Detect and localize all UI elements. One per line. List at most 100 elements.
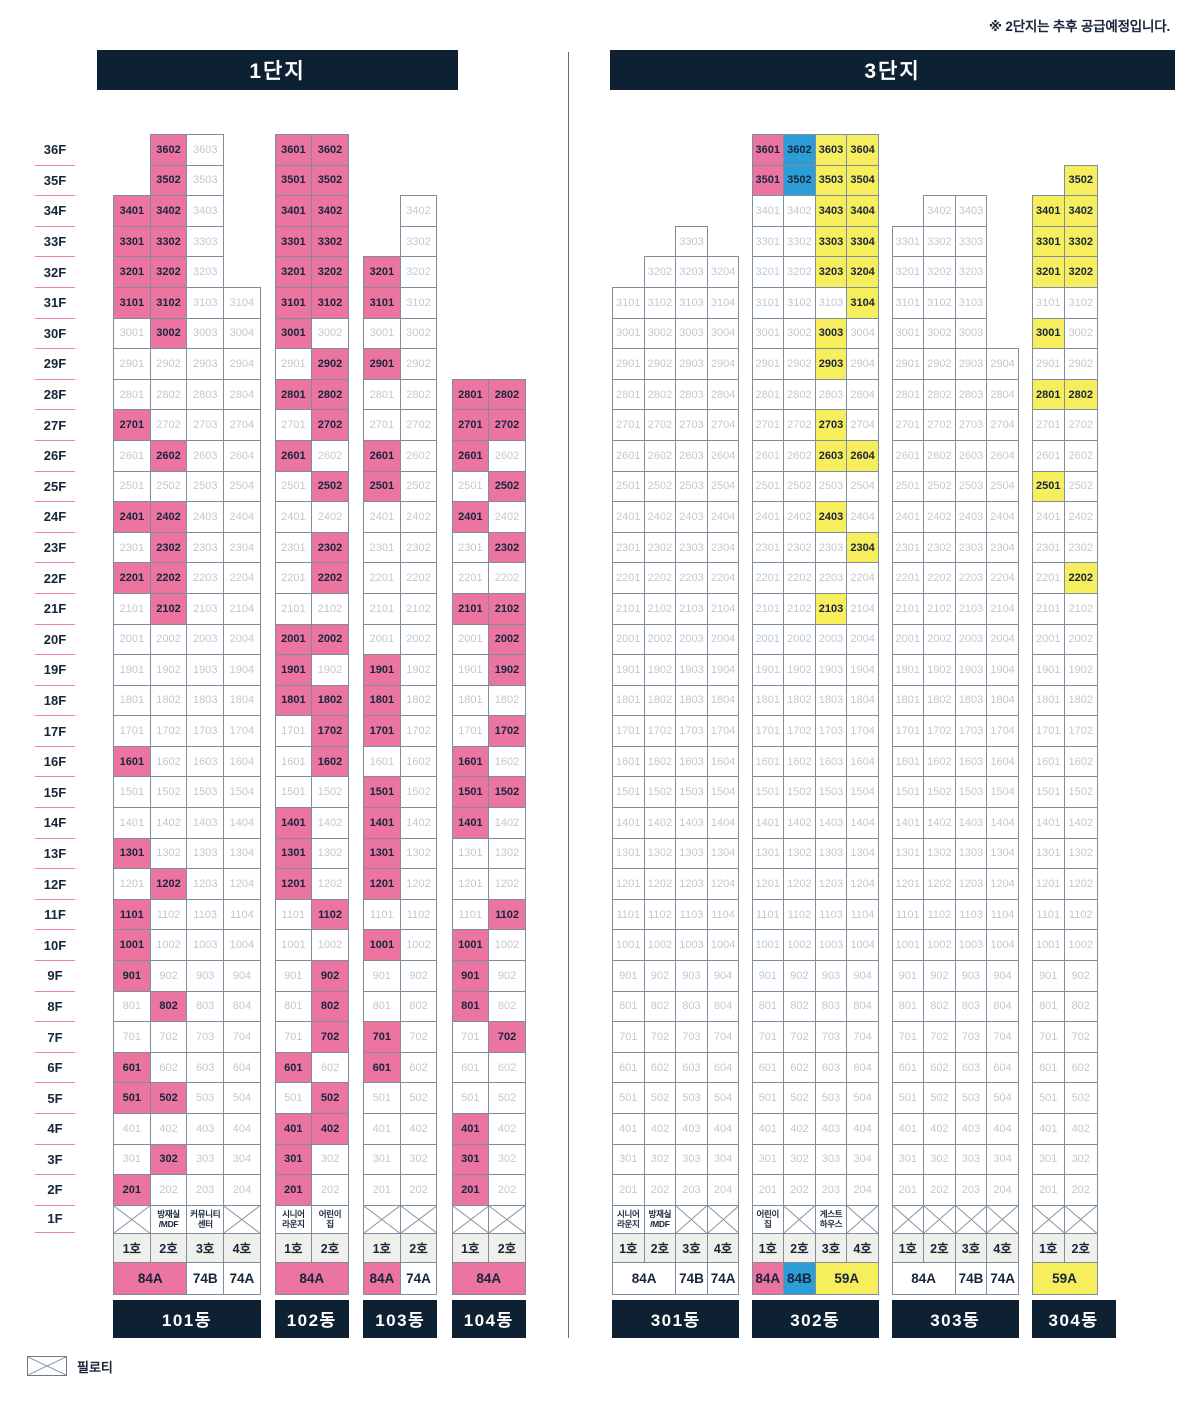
unit-cell[interactable]: 2602: [149, 439, 188, 472]
unit-cell[interactable]: 402: [311, 1113, 349, 1145]
unit-cell[interactable]: 3001: [1031, 317, 1065, 350]
unit-cell[interactable]: 1501: [451, 776, 490, 809]
unit-cell[interactable]: 1701: [363, 715, 401, 747]
unit-cell[interactable]: 3003: [814, 317, 848, 350]
unit-cell[interactable]: 2401: [113, 501, 151, 533]
unit-cell[interactable]: 3204: [846, 256, 879, 288]
unit-cell[interactable]: 1602: [311, 745, 349, 778]
unit-cell[interactable]: 3101: [363, 286, 401, 319]
unit-cell[interactable]: 1801: [363, 684, 401, 717]
unit-cell[interactable]: 2903: [814, 348, 848, 380]
unit-cell[interactable]: 502: [149, 1082, 188, 1114]
unit-cell[interactable]: 3601: [751, 134, 785, 166]
unit-cell[interactable]: 2801: [274, 378, 313, 411]
unit-cell[interactable]: 3104: [846, 286, 879, 319]
unit-cell[interactable]: 2302: [488, 531, 526, 564]
unit-cell[interactable]: 2802: [488, 378, 526, 411]
unit-cell[interactable]: 2501: [363, 470, 401, 503]
unit-cell[interactable]: 2801: [451, 378, 490, 411]
unit-cell[interactable]: 3402: [1064, 195, 1098, 227]
unit-cell[interactable]: 1301: [363, 837, 401, 870]
unit-cell[interactable]: 2801: [1031, 378, 1065, 411]
unit-cell[interactable]: 1802: [311, 684, 349, 717]
unit-cell[interactable]: 1801: [274, 684, 313, 717]
unit-cell[interactable]: 3202: [1064, 256, 1098, 288]
unit-cell[interactable]: 1901: [274, 654, 313, 686]
unit-cell[interactable]: 2401: [451, 501, 490, 533]
unit-cell[interactable]: 801: [451, 990, 490, 1023]
unit-cell[interactable]: 3101: [113, 286, 151, 319]
unit-cell[interactable]: 3301: [113, 225, 151, 258]
unit-cell[interactable]: 3102: [149, 286, 188, 319]
unit-cell[interactable]: 2902: [311, 348, 349, 380]
unit-cell[interactable]: 1902: [488, 654, 526, 686]
unit-cell[interactable]: 3501: [751, 164, 785, 197]
unit-cell[interactable]: 2502: [488, 470, 526, 503]
unit-cell[interactable]: 902: [311, 960, 349, 992]
unit-cell[interactable]: 2802: [311, 378, 349, 411]
unit-cell[interactable]: 2001: [274, 623, 313, 656]
unit-cell[interactable]: 802: [149, 990, 188, 1023]
unit-cell[interactable]: 901: [451, 960, 490, 992]
unit-cell[interactable]: 1601: [113, 745, 151, 778]
unit-cell[interactable]: 1901: [363, 654, 401, 686]
unit-cell[interactable]: 3201: [274, 256, 313, 288]
unit-cell[interactable]: 901: [113, 960, 151, 992]
unit-cell[interactable]: 2201: [113, 562, 151, 594]
unit-cell[interactable]: 702: [311, 1021, 349, 1053]
unit-cell[interactable]: 1201: [363, 868, 401, 900]
unit-cell[interactable]: 3502: [783, 164, 816, 197]
unit-cell[interactable]: 2304: [846, 531, 879, 564]
unit-cell[interactable]: 3603: [814, 134, 848, 166]
unit-cell[interactable]: 201: [113, 1174, 151, 1206]
unit-cell[interactable]: 3303: [814, 225, 848, 258]
unit-cell[interactable]: 1001: [113, 929, 151, 962]
unit-cell[interactable]: 3404: [846, 195, 879, 227]
unit-cell[interactable]: 3502: [1064, 164, 1098, 197]
unit-cell[interactable]: 2901: [363, 348, 401, 380]
unit-cell[interactable]: 1601: [451, 745, 490, 778]
unit-cell[interactable]: 1001: [451, 929, 490, 962]
unit-cell[interactable]: 3602: [311, 134, 349, 166]
unit-cell[interactable]: 2403: [814, 501, 848, 533]
unit-cell[interactable]: 3301: [1031, 225, 1065, 258]
unit-cell[interactable]: 3402: [311, 195, 349, 227]
unit-cell[interactable]: 2202: [1064, 562, 1098, 594]
unit-cell[interactable]: 3401: [274, 195, 313, 227]
unit-cell[interactable]: 2002: [311, 623, 349, 656]
unit-cell[interactable]: 2702: [311, 409, 349, 441]
unit-cell[interactable]: 1301: [274, 837, 313, 870]
unit-cell[interactable]: 2702: [488, 409, 526, 441]
unit-cell[interactable]: 3101: [274, 286, 313, 319]
unit-cell[interactable]: 3401: [1031, 195, 1065, 227]
unit-cell[interactable]: 1102: [311, 898, 349, 931]
unit-cell[interactable]: 401: [451, 1113, 490, 1145]
unit-cell[interactable]: 2103: [814, 592, 848, 625]
unit-cell[interactable]: 3201: [363, 256, 401, 288]
unit-cell[interactable]: 3602: [149, 134, 188, 166]
unit-cell[interactable]: 1001: [363, 929, 401, 962]
unit-cell[interactable]: 2701: [113, 409, 151, 441]
unit-cell[interactable]: 3301: [274, 225, 313, 258]
unit-cell[interactable]: 2202: [149, 562, 188, 594]
unit-cell[interactable]: 2202: [311, 562, 349, 594]
unit-cell[interactable]: 3403: [814, 195, 848, 227]
unit-cell[interactable]: 2101: [451, 592, 490, 625]
unit-cell[interactable]: 301: [274, 1143, 313, 1176]
unit-cell[interactable]: 2601: [363, 439, 401, 472]
unit-cell[interactable]: 1201: [274, 868, 313, 900]
unit-cell[interactable]: 1202: [149, 868, 188, 900]
unit-cell[interactable]: 3604: [846, 134, 879, 166]
unit-cell[interactable]: 1702: [488, 715, 526, 747]
unit-cell[interactable]: 601: [113, 1051, 151, 1084]
unit-cell[interactable]: 3203: [814, 256, 848, 288]
unit-cell[interactable]: 1401: [274, 807, 313, 839]
unit-cell[interactable]: 3502: [149, 164, 188, 197]
unit-cell[interactable]: 1502: [488, 776, 526, 809]
unit-cell[interactable]: 2302: [149, 531, 188, 564]
unit-cell[interactable]: 3201: [113, 256, 151, 288]
unit-cell[interactable]: 3401: [113, 195, 151, 227]
unit-cell[interactable]: 3202: [149, 256, 188, 288]
unit-cell[interactable]: 3302: [149, 225, 188, 258]
unit-cell[interactable]: 1702: [311, 715, 349, 747]
